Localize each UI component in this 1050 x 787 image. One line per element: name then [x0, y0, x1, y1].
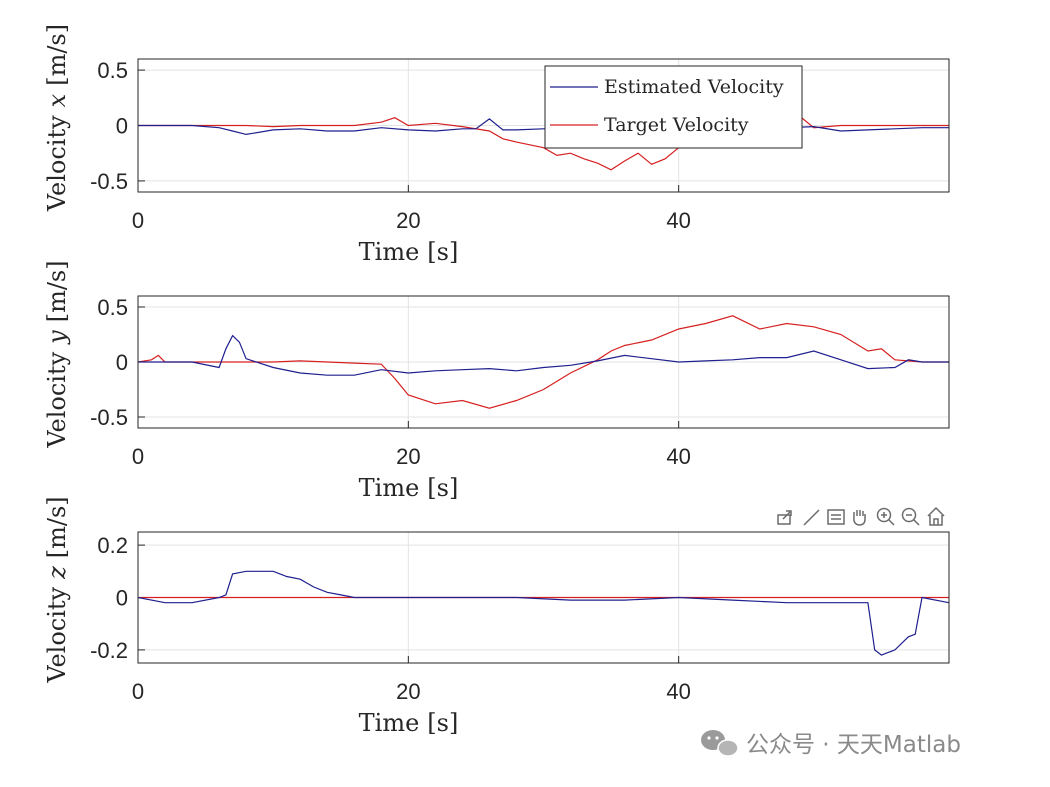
series-line-estimated-velocity [138, 334, 949, 376]
y-axis-label: Velocityx[m/s] [43, 24, 71, 212]
y-tick-label: -0.5 [90, 405, 128, 430]
tick-labels: 0 20 400.50-0.5 [90, 58, 691, 233]
series-line-target-velocity [138, 315, 949, 409]
legend-label-target: Target Velocity [604, 114, 749, 136]
panel-velocity-x: 0 20 400.50-0.5 Velocityx[m/s] Time [s] Est… [43, 24, 950, 266]
series-lines [138, 115, 949, 171]
y-tick-label: -0.5 [90, 169, 128, 194]
series-lines [138, 570, 949, 656]
tick-labels: 0 20 400.20-0.2 [90, 533, 691, 704]
x-tick-label: 20 [396, 208, 420, 233]
tick-labels: 0 20 400.50-0.5 [90, 295, 691, 469]
y-axis-label: Velocityy[m/s] [43, 260, 71, 448]
zoom-in-icon[interactable] [876, 507, 895, 526]
export-icon[interactable] [777, 510, 792, 525]
y-tick-label: 0.5 [97, 295, 128, 320]
y-axis-label: Velocityz[m/s] [43, 496, 71, 683]
x-tick-label: 20 [396, 679, 420, 704]
axes-box [137, 295, 950, 429]
x-axis-label: Time [s] [359, 238, 459, 266]
y-tick-label: 0 [116, 586, 128, 611]
x-axis-label: Time [s] [359, 474, 459, 502]
axes-box [137, 58, 950, 193]
x-tick-label: 0 [132, 444, 144, 469]
y-tick-label: 0 [116, 350, 128, 375]
series-line-target-velocity [138, 115, 949, 171]
x-tick-label: 20 [396, 444, 420, 469]
axes-box [137, 531, 950, 664]
x-tick-label: 40 [666, 679, 690, 704]
legend: Estimated Velocity Target Velocity [544, 65, 803, 149]
datatip-icon[interactable] [827, 509, 845, 525]
brush-icon[interactable] [803, 509, 820, 526]
panel-velocity-z: 0 20 400.20-0.2 Velocityz[m/s] Time [s] [43, 496, 950, 737]
watermark: 公众号 · 天天Matlab [701, 730, 961, 758]
axes-toolbar [777, 506, 945, 526]
legend-box [544, 65, 803, 149]
legend-label-estimated: Estimated Velocity [604, 76, 784, 98]
series-lines [138, 315, 949, 409]
y-tick-label: 0.2 [97, 533, 128, 558]
pan-icon[interactable] [853, 510, 866, 526]
wechat-icon [701, 730, 739, 757]
series-line-estimated-velocity [138, 570, 949, 656]
home-icon[interactable] [927, 506, 945, 526]
zoom-out-icon[interactable] [901, 507, 920, 526]
panel-velocity-y: 0 20 400.50-0.5 Velocityy[m/s] Time [s] [43, 260, 950, 502]
watermark-text: 公众号 · 天天Matlab [746, 732, 961, 758]
x-tick-label: 40 [666, 444, 690, 469]
grid-lines [137, 59, 949, 192]
y-tick-label: 0 [116, 114, 128, 139]
x-tick-label: 40 [666, 208, 690, 233]
x-axis-label: Time [s] [359, 709, 459, 737]
y-tick-label: -0.2 [90, 638, 128, 663]
x-tick-label: 0 [132, 208, 144, 233]
x-tick-label: 0 [132, 679, 144, 704]
y-tick-label: 0.5 [97, 58, 128, 83]
